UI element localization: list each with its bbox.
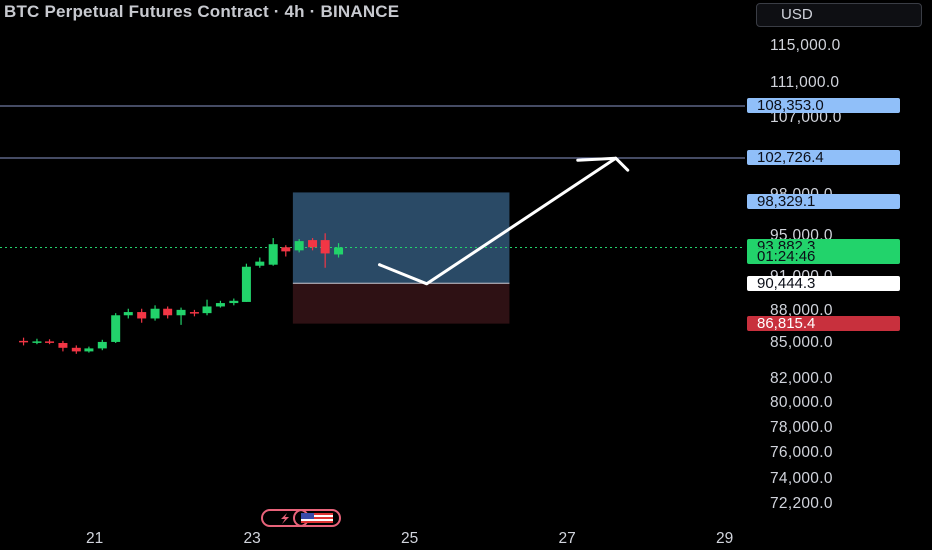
- time-tick-label: 29: [716, 530, 734, 547]
- price-tick-label: 111,000.0: [770, 74, 840, 91]
- us-flag-event-icon[interactable]: [292, 509, 341, 527]
- candle-body: [229, 300, 239, 304]
- price-tick-label: 78,000.0: [770, 419, 833, 436]
- candle-body: [19, 340, 29, 343]
- price-tick-label: 74,000.0: [770, 470, 833, 487]
- candle-body: [123, 312, 133, 316]
- candle-body: [215, 303, 225, 307]
- countdown-label: 01:24:46: [747, 249, 900, 264]
- candle-body: [308, 240, 318, 248]
- candle-body: [268, 244, 278, 265]
- forecast-arrow-head: [576, 156, 630, 172]
- price-tick-label: 82,000.0: [770, 370, 833, 387]
- time-tick-label: 25: [401, 530, 419, 547]
- candle-body: [241, 266, 251, 302]
- price-tick-label: 107,000.0: [770, 109, 842, 126]
- candle-body: [32, 341, 42, 343]
- entry-price-label: 90,444.3: [747, 276, 900, 291]
- target-price-label: 98,329.1: [747, 194, 900, 209]
- level-108353-label: 108,353.0: [747, 98, 900, 113]
- candle-body: [45, 341, 55, 343]
- candle-body: [137, 312, 147, 319]
- price-tick-label: 76,000.0: [770, 444, 833, 461]
- profit-zone: [292, 192, 510, 284]
- level-102726-label: 102,726.4: [747, 150, 900, 165]
- price-tick-label: 80,000.0: [770, 394, 833, 411]
- candle-body: [58, 343, 68, 348]
- candle-body: [176, 309, 186, 316]
- candle-body: [189, 312, 199, 314]
- candle-body: [97, 341, 107, 349]
- stop-price-label: 86,815.4: [747, 316, 900, 331]
- candle-body: [71, 347, 81, 352]
- time-tick-label: 23: [243, 530, 261, 547]
- candle-body: [294, 241, 304, 251]
- candle-body: [150, 308, 160, 319]
- currency-selector[interactable]: USD: [756, 3, 922, 27]
- price-tick-label: 72,200.0: [770, 495, 833, 512]
- time-tick-label: 21: [86, 530, 104, 547]
- candle-body: [163, 308, 173, 316]
- candle-body: [84, 348, 94, 352]
- price-tick-label: 88,000.0: [770, 302, 833, 319]
- candle-body: [320, 240, 330, 254]
- candle-body: [111, 315, 121, 342]
- price-tick-label: 115,000.0: [770, 37, 841, 54]
- candle-body: [202, 306, 212, 314]
- candle-body: [255, 261, 265, 266]
- candle-body: [281, 247, 291, 252]
- price-tick-label: 85,000.0: [770, 334, 833, 351]
- loss-zone: [292, 283, 510, 324]
- chart-title: BTC Perpetual Futures Contract · 4h · BI…: [4, 2, 400, 21]
- candle-body: [334, 247, 344, 255]
- forecast-arrow-path: [378, 156, 618, 286]
- time-tick-label: 27: [558, 530, 576, 547]
